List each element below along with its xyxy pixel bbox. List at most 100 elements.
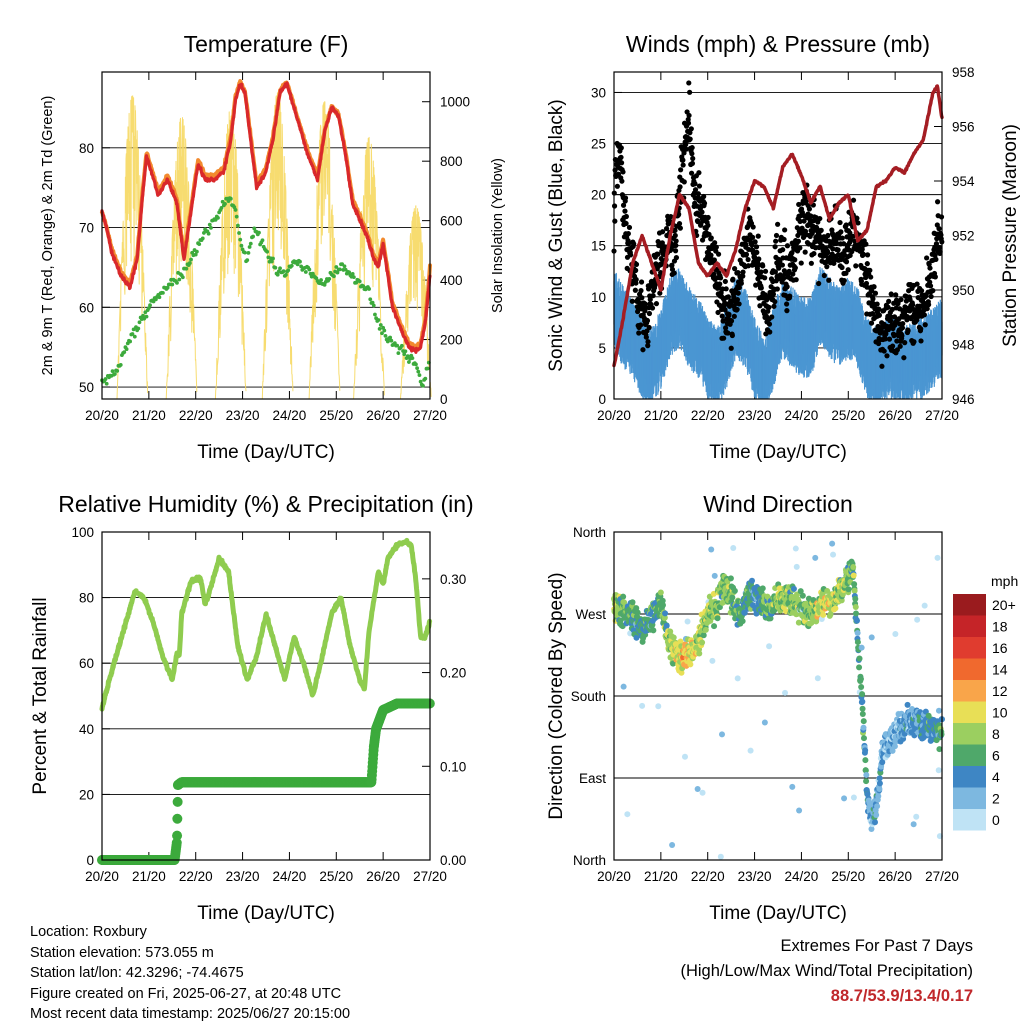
dewpoint-point [377,318,381,322]
x-tick-label: 22/20 [179,408,213,423]
gust-point [690,156,695,161]
gust-point [935,199,940,204]
x-tick-label: 23/20 [738,408,772,423]
direction-point [621,684,627,690]
dewpoint-point [236,224,240,228]
gust-point [645,339,650,344]
direction-point [660,602,666,608]
y-tick-label: 100 [71,525,94,540]
gust-point [622,209,627,214]
dewpoint-point [195,250,199,254]
gust-point [863,242,868,247]
gust-point [797,245,802,250]
gust-point [696,191,701,196]
direction-point [696,651,702,657]
x-tick-label: 26/20 [878,408,912,423]
direction-point [695,786,701,792]
dewpoint-point [125,347,129,351]
x-tick-label: 24/20 [785,869,819,884]
dewpoint-point [404,349,408,353]
gust-point [687,90,692,95]
dewpoint-point [332,274,336,278]
y-right-tick-label: 0.10 [440,759,466,774]
gust-point [751,224,756,229]
y-axis-label: Direction (Colored By Speed) [546,572,567,819]
gust-point [686,121,691,126]
solar-day-4 [262,93,293,399]
dewpoint-point [209,226,213,230]
gust-point [884,353,889,358]
gust-point [771,304,776,309]
gust-point [774,233,779,238]
gust-point [699,209,704,214]
y-right-tick-label: 400 [440,273,463,288]
dewpoint-point [161,291,165,295]
gust-point [746,257,751,262]
gust-point [762,275,767,280]
gust-point [865,261,870,266]
gust-point [784,308,789,313]
chart-title: Temperature (F) [184,31,349,57]
gust-point [740,269,745,274]
gust-point [918,326,923,331]
dewpoint-point [119,363,123,367]
gust-point [633,288,638,293]
dewpoint-point [235,215,239,219]
gust-point [627,225,632,230]
dewpoint-point [352,275,356,279]
gust-point [706,215,711,220]
gust-point [654,301,659,306]
panel-2: Winds (mph) & Pressure (mb)Time (Day/UTC… [546,31,1021,463]
gust-point [723,279,728,284]
gust-point [898,344,903,349]
gust-point [772,299,777,304]
gust-point [869,320,874,325]
dewpoint-point [189,258,193,262]
gust-point [623,195,628,200]
direction-point [669,842,675,848]
gust-point [922,312,927,317]
dewpoint-point [367,287,371,291]
gust-point [837,220,842,225]
x-tick-label: 22/20 [691,408,725,423]
y-right-tick-label: 0.30 [440,572,466,587]
gust-point [794,277,799,282]
dewpoint-point [251,235,255,239]
gust-point [689,151,694,156]
gust-point [678,226,683,231]
dewpoint-point [113,372,117,376]
dewpoint-point [105,382,109,386]
gust-point [924,255,929,260]
chart-title: Relative Humidity (%) & Precipitation (i… [58,491,473,517]
gust-point [910,302,915,307]
x-tick-label: 24/20 [273,869,307,884]
gust-point [819,228,824,233]
gust-point [739,281,744,286]
y-right-axis-label: Station Pressure (Maroon) [1000,124,1021,347]
y-right-tick-label: 958 [952,65,975,80]
gust-point [756,256,761,261]
dewpoint-point [389,339,393,343]
gust-point [782,227,787,232]
gust-point [787,294,792,299]
gust-point [803,250,808,255]
dewpoint-point [327,277,331,281]
gust-point [754,244,759,249]
dewpoint-point [181,275,185,279]
dewpoint-point [240,244,244,248]
y-tick-label: West [575,607,606,622]
x-axis-label: Time (Day/UTC) [709,442,847,463]
gust-point [760,263,765,268]
x-tick-label: 20/20 [85,408,119,423]
dewpoint-point [358,279,362,283]
dewpoint-point [423,377,427,381]
gust-point [914,281,919,286]
gust-point [825,233,830,238]
gust-point [793,265,798,270]
y-tick-label: North [573,525,606,540]
gust-point [744,252,749,257]
gust-point [647,325,652,330]
